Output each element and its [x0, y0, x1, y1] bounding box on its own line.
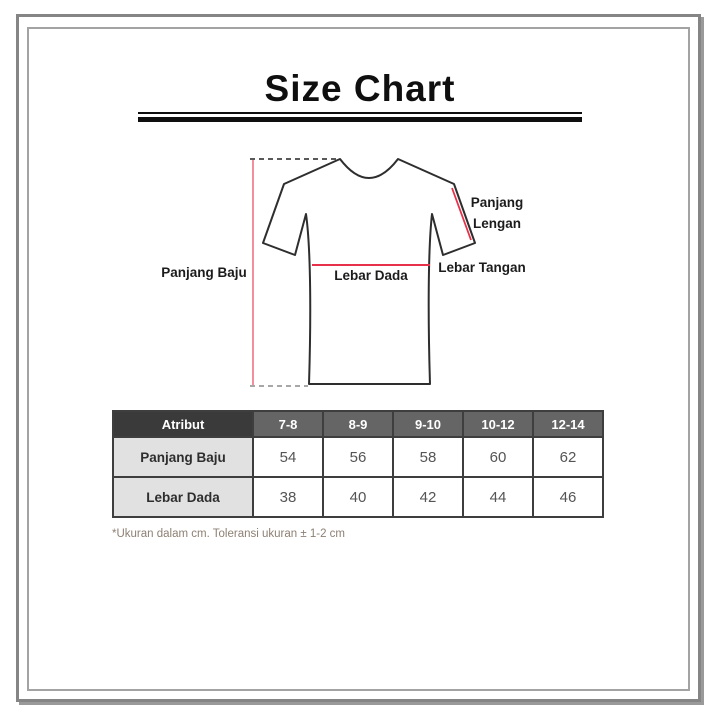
inner-frame	[27, 27, 690, 691]
label-lebar-dada: Lebar Dada	[334, 268, 408, 283]
table-row: Panjang Baju 54 56 58 60 62	[112, 436, 604, 478]
column-header-size-9-10: 9-10	[392, 410, 464, 438]
size-tolerance-note: *Ukuran dalam cm. Toleransi ukuran ± 1-2…	[112, 528, 345, 540]
table-header-row: Atribut 7-8 8-9 9-10 10-12 12-14	[112, 410, 604, 438]
cell-panjang-baju-10-12: 60	[462, 436, 534, 478]
cell-panjang-baju-8-9: 56	[322, 436, 394, 478]
page-title: Size Chart	[264, 68, 456, 109]
title-divider	[138, 112, 582, 122]
cell-lebar-dada-10-12: 44	[462, 476, 534, 518]
column-header-size-12-14: 12-14	[532, 410, 604, 438]
table-row: Lebar Dada 38 40 42 44 46	[112, 476, 604, 518]
divider-thick-line	[138, 117, 582, 122]
outer-frame	[16, 14, 701, 702]
column-header-atribut: Atribut	[112, 410, 254, 438]
row-label-panjang-baju: Panjang Baju	[112, 436, 254, 478]
row-label-lebar-dada: Lebar Dada	[112, 476, 254, 518]
label-panjang-lengan-line2: Lengan	[472, 216, 521, 231]
label-panjang-baju: Panjang Baju	[161, 265, 247, 280]
cell-panjang-baju-7-8: 54	[252, 436, 324, 478]
measure-line-panjang-lengan	[451, 187, 472, 241]
label-panjang-lengan-line1: Panjang	[470, 195, 524, 210]
cell-lebar-dada-9-10: 42	[392, 476, 464, 518]
cell-panjang-baju-12-14: 62	[532, 436, 604, 478]
column-header-size-8-9: 8-9	[322, 410, 394, 438]
label-lebar-tangan: Lebar Tangan	[438, 260, 526, 275]
size-chart-table: Atribut 7-8 8-9 9-10 10-12 12-14 Panjang…	[112, 410, 604, 518]
label-panjang-lengan: Panjang Lengan	[447, 192, 547, 234]
column-header-size-10-12: 10-12	[462, 410, 534, 438]
cell-lebar-dada-12-14: 46	[532, 476, 604, 518]
cell-panjang-baju-9-10: 58	[392, 436, 464, 478]
column-header-size-7-8: 7-8	[252, 410, 324, 438]
cell-lebar-dada-7-8: 38	[252, 476, 324, 518]
tshirt-outline	[262, 158, 476, 385]
divider-thin-line	[138, 112, 582, 114]
cell-lebar-dada-8-9: 40	[322, 476, 394, 518]
